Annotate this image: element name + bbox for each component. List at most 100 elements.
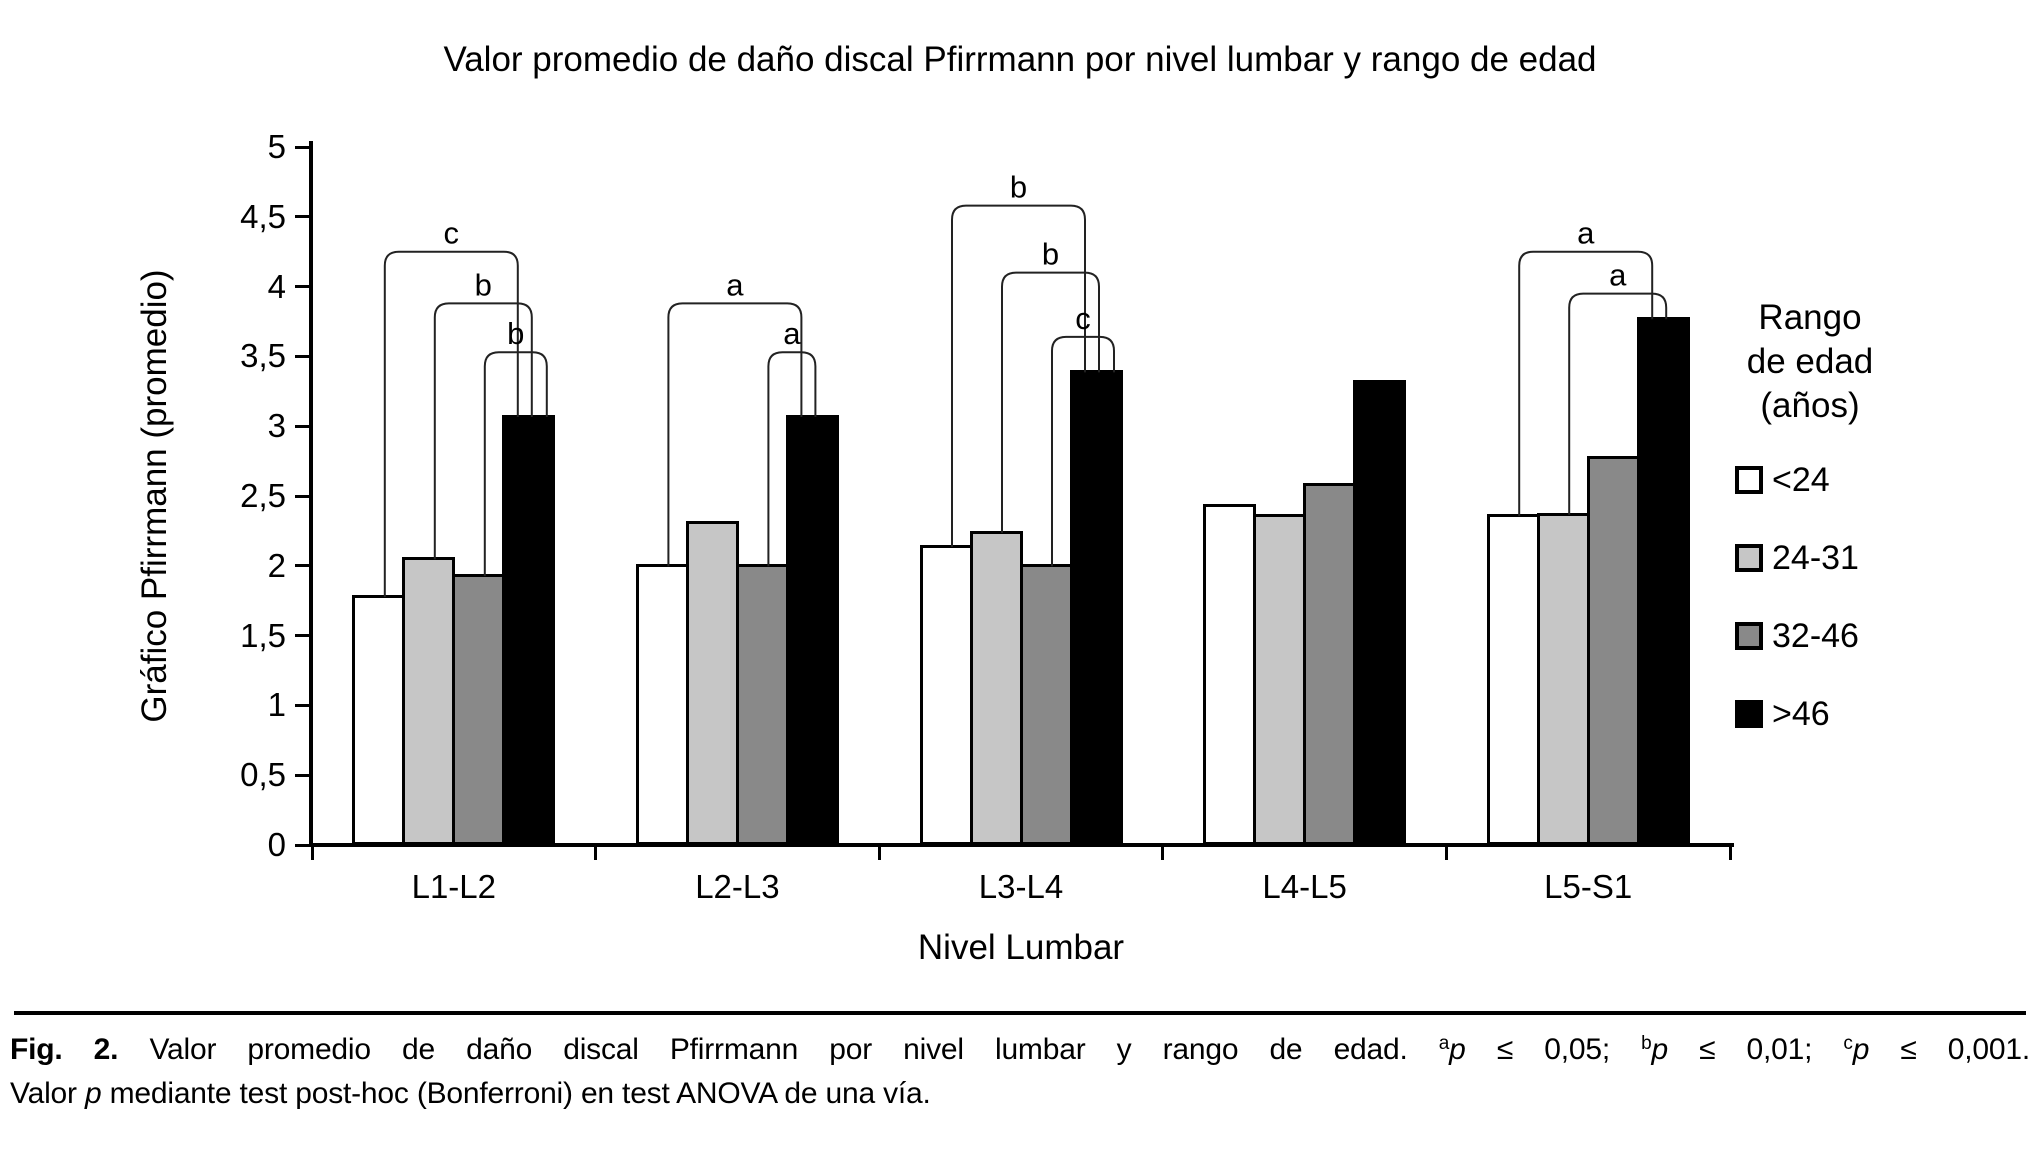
y-tick-label: 0,5 [240, 756, 286, 794]
legend-title: Rango de edad (años) [1660, 296, 1960, 428]
y-tick [295, 843, 310, 847]
sig-label-L3-L4-b: b [1010, 170, 1027, 205]
bar->46-L2-L3 [785, 415, 839, 845]
y-tick-label: 2 [267, 546, 286, 584]
bar-32-46-L3-L4 [1019, 564, 1073, 845]
x-tick [594, 847, 598, 860]
sig-label-L1-L2-b: b [507, 316, 524, 351]
y-tick-label: 4 [267, 267, 286, 305]
bar-32-46-L5-S1 [1586, 455, 1640, 845]
legend-title-line: (años) [1760, 386, 1860, 425]
y-tick [295, 494, 310, 498]
sig-label-L2-L3-a: a [726, 267, 744, 302]
x-tick [877, 847, 881, 860]
caption-segment: p [1651, 1033, 1668, 1066]
x-category-label-L4-L5: L4-L5 [1262, 868, 1347, 905]
caption-segment: p [84, 1077, 102, 1110]
sig-bracket-L3-L4-b [951, 204, 1086, 547]
legend-title-line: Rango [1758, 298, 1862, 337]
y-tick [295, 564, 310, 568]
y-tick [295, 215, 310, 219]
y-tick-label: 5 [267, 128, 286, 165]
legend-item->46: >46 [1735, 694, 1830, 734]
figure-caption-line1: Fig. 2. Valor promedio de daño discal Pf… [10, 1030, 2030, 1074]
bar-24-31-L5-S1 [1536, 512, 1590, 845]
x-category-label-L1-L2: L1-L2 [411, 868, 496, 905]
sig-label-L2-L3-a: a [783, 316, 801, 351]
caption-segment: Valor promedio de daño discal Pfirrmann … [118, 1033, 1439, 1066]
chart-title: Valor promedio de daño discal Pfirrmann … [443, 40, 1597, 79]
legend-item-<24: <24 [1735, 460, 1830, 500]
bar-24-31-L4-L5 [1253, 514, 1307, 845]
y-tick-label: 3 [267, 407, 286, 445]
bar-32-46-L2-L3 [735, 564, 789, 845]
legend-item-label: 32-46 [1772, 616, 1859, 655]
bar-<24-L2-L3 [635, 564, 689, 845]
caption-segment: mediante test post-hoc (Bonferroni) en t… [101, 1077, 931, 1110]
caption-segment: Fig. 2. [10, 1033, 119, 1066]
y-tick-label: 1,5 [240, 616, 286, 654]
legend-item-label: >46 [1772, 694, 1830, 733]
caption-rule [14, 1011, 2026, 1015]
bar-24-31-L2-L3 [685, 521, 739, 845]
caption-segment: ≤ 0,001. [1869, 1033, 2030, 1066]
x-tick [310, 847, 314, 860]
x-tick [1728, 847, 1732, 860]
bar-<24-L5-S1 [1486, 514, 1540, 845]
caption-segment: b [1641, 1033, 1652, 1054]
sig-label-L5-S1-a: a [1577, 216, 1595, 251]
bar->46-L3-L4 [1069, 370, 1123, 845]
legend-swatch-icon [1735, 466, 1763, 494]
sig-label-L5-S1-a: a [1609, 258, 1627, 293]
legend-swatch-icon [1735, 622, 1763, 650]
caption-segment: p [1449, 1033, 1466, 1066]
y-tick [295, 285, 310, 289]
y-tick [295, 145, 310, 149]
y-tick [295, 354, 310, 358]
x-axis-title: Nivel Lumbar [917, 928, 1125, 967]
y-tick [295, 634, 310, 638]
caption-segment: a [1438, 1033, 1450, 1054]
y-axis-line [309, 141, 313, 847]
bar-<24-L4-L5 [1203, 504, 1257, 845]
bar-<24-L1-L2 [352, 595, 406, 845]
legend-item-label: 24-31 [1772, 538, 1859, 577]
bar-32-46-L4-L5 [1303, 483, 1357, 845]
y-tick-label: 2,5 [240, 477, 286, 514]
caption-segment: ≤ 0,01; [1667, 1033, 1844, 1066]
sig-label-L1-L2-c: c [444, 216, 460, 251]
figure-caption-line2: Valor p mediante test post-hoc (Bonferro… [10, 1074, 2030, 1114]
y-tick [295, 773, 310, 777]
x-tick [1444, 847, 1448, 860]
x-axis-line [309, 843, 1734, 847]
sig-label-L3-L4-b: b [1042, 237, 1059, 272]
x-category-label-L5-S1: L5-S1 [1544, 868, 1633, 905]
sig-bracket-L1-L2-c [383, 250, 519, 598]
bar->46-L1-L2 [502, 415, 556, 845]
y-tick-label: 4,5 [240, 197, 286, 235]
caption-segment: p [1852, 1033, 1870, 1066]
bar->46-L5-S1 [1636, 317, 1690, 845]
sig-label-L3-L4-c: c [1075, 301, 1091, 336]
caption-segment: ≤ 0,05; [1465, 1033, 1642, 1066]
legend-swatch-icon [1735, 544, 1763, 572]
y-tick-label: 3,5 [240, 337, 286, 375]
y-tick-label: 1 [267, 686, 286, 724]
sig-label-L1-L2-b: b [475, 267, 492, 302]
legend: Rango de edad (años) <24 24-31 32-46 >46 [1660, 296, 1980, 733]
x-tick [1161, 847, 1165, 860]
y-tick [295, 424, 310, 428]
legend-swatch-icon [1735, 700, 1763, 728]
legend-item-label: <24 [1772, 460, 1830, 499]
x-category-label-L2-L3: L2-L3 [695, 868, 780, 905]
bar-24-31-L3-L4 [969, 530, 1023, 845]
y-tick-label: 0 [267, 826, 286, 863]
legend-title-line: de edad [1746, 342, 1874, 381]
bar->46-L4-L5 [1353, 380, 1407, 845]
bar-32-46-L1-L2 [452, 574, 506, 845]
bar-<24-L3-L4 [919, 544, 973, 845]
caption-segment: Valor [10, 1077, 85, 1110]
legend-item-32-46: 32-46 [1735, 616, 1859, 656]
y-tick [295, 703, 310, 707]
caption-segment: c [1843, 1033, 1853, 1054]
